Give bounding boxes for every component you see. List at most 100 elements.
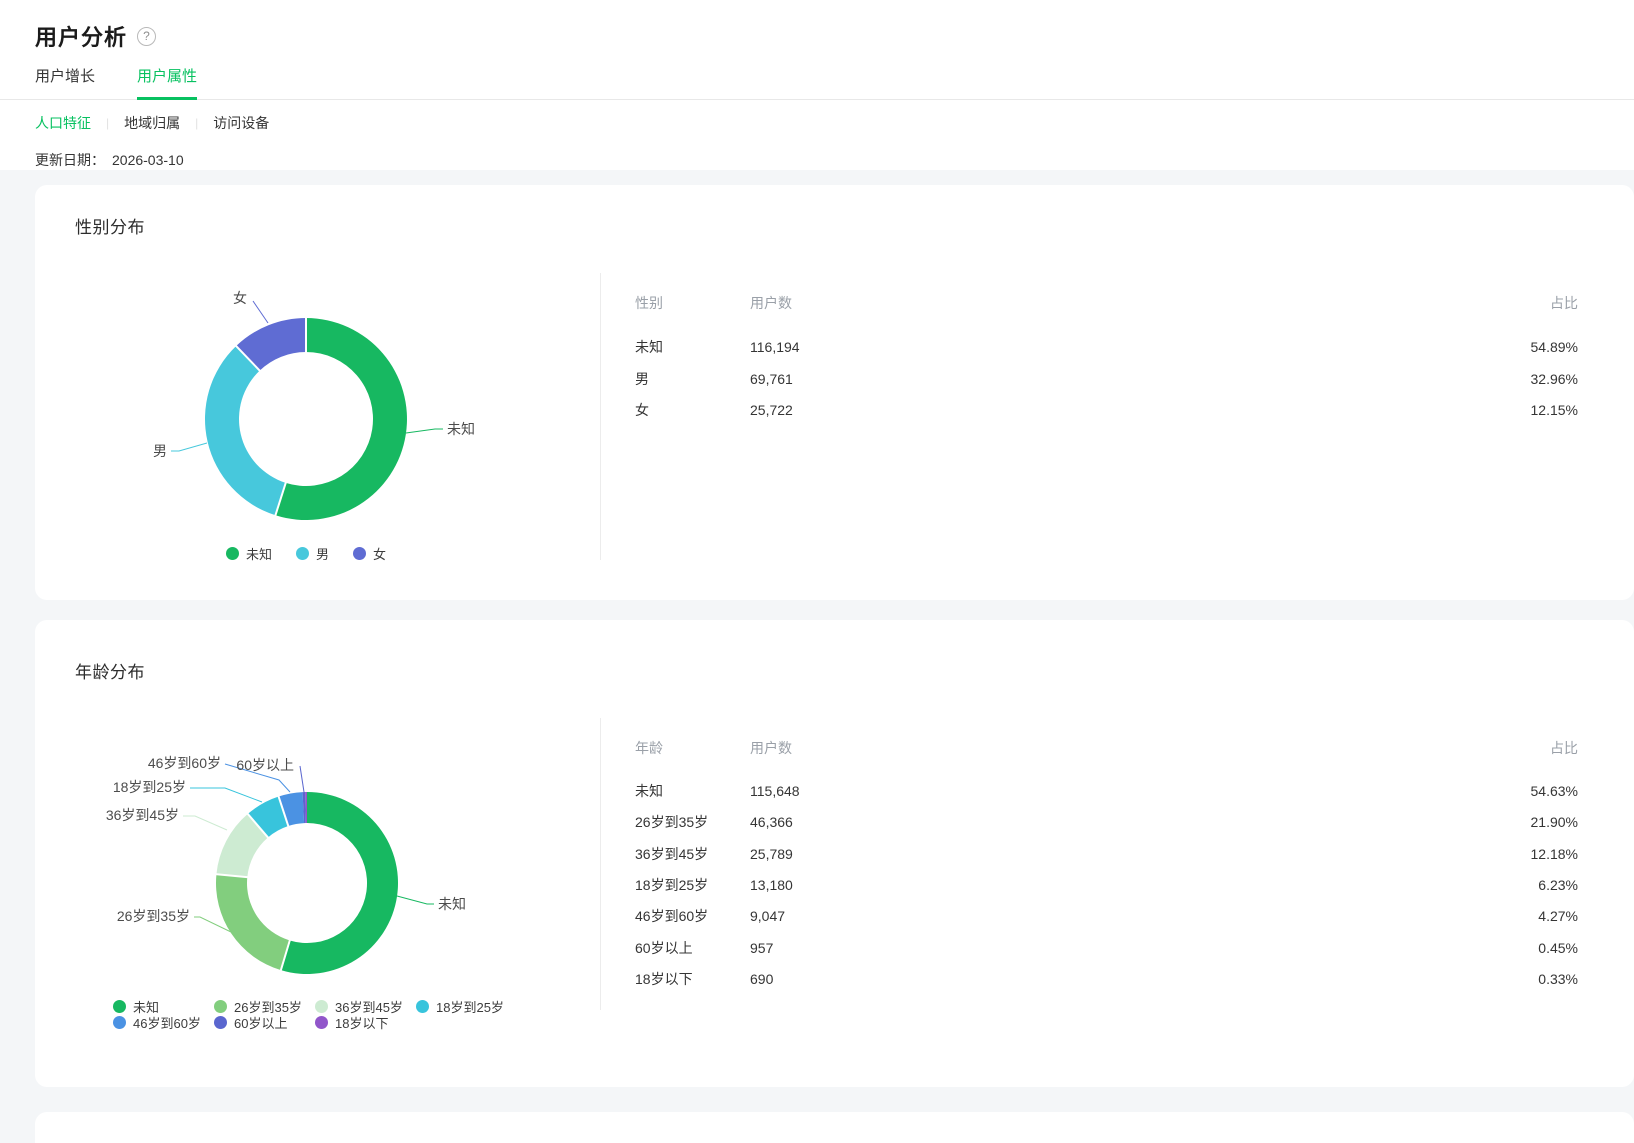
subtab-separator: | — [106, 116, 110, 130]
donut-slice-0[interactable] — [280, 792, 399, 974]
subtab-demographics[interactable]: 人口特征 — [35, 115, 91, 131]
subtab-region[interactable]: 地域归属 — [124, 115, 181, 131]
legend-label: 18岁到25岁 — [436, 999, 504, 1015]
legend-item-4[interactable]: 46岁到60岁 — [113, 1014, 201, 1031]
row-percent: 6.23% — [1538, 876, 1578, 893]
label-line-2 — [183, 815, 228, 831]
col-users: 用户数 — [750, 295, 792, 311]
row-label: 46岁到60岁 — [635, 908, 709, 925]
donut-slice-2[interactable] — [236, 318, 306, 371]
legend-item-6[interactable]: 18岁以下 — [315, 1014, 388, 1031]
page-header: 用户分析 ? 用户增长 用户属性 人口特征 | 地域归属 | 访问设备 更新日期： 2026… — [0, 0, 1634, 170]
legend-item-3[interactable]: 18岁到25岁 — [416, 998, 504, 1015]
card-title-gender: 性别分布 — [75, 218, 145, 237]
main-tabs: 用户增长 用户属性 — [0, 65, 1634, 100]
label-line-4 — [224, 763, 291, 793]
table-row: 36岁到45岁 25,789 12.18% — [635, 844, 1578, 864]
table-row: 女 25,722 12.15% — [635, 400, 1578, 420]
label-line-1 — [194, 916, 232, 933]
legend-item-2[interactable]: 女 — [353, 545, 386, 562]
legend-item-1[interactable]: 男 — [295, 545, 329, 562]
col-label: 年龄 — [635, 740, 663, 756]
slice-label-1: 男 — [153, 443, 167, 459]
row-percent: 0.45% — [1538, 939, 1578, 956]
row-users: 13,180 — [750, 876, 793, 893]
slice-label-2: 女 — [233, 290, 247, 306]
slice-label-0: 未知 — [438, 896, 466, 912]
legend-label: 46岁到60岁 — [133, 1015, 201, 1031]
row-percent: 32.96% — [1530, 370, 1578, 387]
legend-dot-icon — [113, 999, 126, 1013]
row-percent: 12.15% — [1530, 402, 1578, 418]
donut-slice-1[interactable] — [215, 874, 290, 971]
divider — [600, 718, 601, 1010]
donut-slice-6[interactable] — [305, 792, 307, 824]
title-row: 用户分析 ? — [0, 0, 1634, 52]
slice-separator — [215, 873, 249, 879]
table-row: 未知 116,194 54.89% — [635, 337, 1578, 357]
legend-item-0[interactable]: 未知 — [113, 998, 160, 1015]
row-percent: 12.18% — [1530, 845, 1578, 862]
row-label: 未知 — [635, 339, 663, 355]
legend-dot-icon — [315, 1015, 328, 1029]
gender-donut-chart: 未知男 女 — [153, 290, 475, 520]
slice-label-1: 26岁到35岁 — [117, 908, 190, 924]
page-title: 用户分析 — [35, 25, 128, 50]
row-label: 男 — [635, 370, 649, 387]
table-header: 性别 用户数 占比 — [635, 293, 1578, 313]
content-area: 性别分布 未知男女 未知男女 性别 用户数 占比 未知 116,194 54.89% 男 69… — [0, 170, 1634, 1143]
row-label: 18岁以下 — [635, 970, 693, 987]
slice-separator — [274, 481, 287, 517]
tab-user-attributes[interactable]: 用户属性 — [137, 65, 198, 100]
row-label: 60岁以上 — [635, 939, 693, 956]
label-line-3 — [190, 787, 263, 803]
tab-user-growth[interactable]: 用户增长 — [35, 68, 96, 85]
row-label: 26岁到35岁 — [635, 814, 709, 831]
legend-item-0[interactable]: 未知 — [225, 545, 272, 562]
legend-item-2[interactable]: 36岁到45岁 — [315, 998, 403, 1015]
donut-slice-5[interactable] — [302, 792, 306, 824]
card-age-distribution: 年龄分布 未知 26岁到35岁 36岁到45岁 18岁到25岁 46岁到60岁 60岁以上… — [35, 620, 1634, 1087]
table-row: 18岁以下 690 0.33% — [635, 969, 1578, 989]
legend-dot-icon — [416, 999, 429, 1013]
legend-dot-icon — [295, 546, 309, 560]
table-row: 男 69,761 32.96% — [635, 369, 1578, 389]
label-line-1 — [171, 442, 208, 452]
slice-label-4: 46岁到60岁 — [148, 755, 221, 771]
row-label: 女 — [635, 402, 649, 418]
col-percent: 占比 — [1550, 295, 1578, 311]
legend-dot-icon — [353, 546, 366, 560]
row-percent: 4.27% — [1538, 908, 1578, 925]
donut-slice-0[interactable] — [275, 318, 407, 520]
row-users: 116,194 — [750, 339, 800, 355]
slice-label-0: 未知 — [447, 421, 475, 437]
row-users: 69,761 — [750, 370, 793, 387]
card-partial — [35, 1112, 1634, 1143]
legend-dot-icon — [214, 999, 227, 1013]
donut-slice-4[interactable] — [278, 792, 305, 826]
label-line-0 — [396, 895, 434, 905]
update-date-label: 更新日期： — [35, 152, 105, 168]
slice-separator — [246, 812, 270, 839]
label-line-0 — [405, 428, 443, 434]
donut-slice-3[interactable] — [247, 796, 289, 838]
legend-dot-icon — [225, 546, 239, 560]
table-row: 18岁到25岁 13,180 6.23% — [635, 875, 1578, 895]
donut-slice-1[interactable] — [204, 346, 286, 516]
chart-legend: 未知 男 女 — [35, 545, 577, 562]
legend-item-1[interactable]: 26岁到35岁 — [214, 998, 302, 1015]
sub-tabs: 人口特征 | 地域归属 | 访问设备 — [35, 113, 1634, 133]
legend-item-5[interactable]: 60岁以上 — [214, 1014, 287, 1031]
table-row: 46岁到60岁 9,047 4.27% — [635, 906, 1578, 926]
row-users: 25,722 — [750, 402, 793, 418]
subtab-devices[interactable]: 访问设备 — [213, 115, 270, 131]
row-label: 36岁到45岁 — [635, 845, 709, 862]
row-label: 18岁到25岁 — [635, 876, 709, 893]
help-icon[interactable]: ? — [137, 26, 157, 46]
donut-slice-2[interactable] — [216, 813, 268, 878]
table-row: 未知 115,648 54.63% — [635, 781, 1578, 801]
slice-separator — [234, 344, 262, 373]
legend-label: 未知 — [133, 999, 160, 1015]
legend-label: 未知 — [245, 546, 272, 562]
